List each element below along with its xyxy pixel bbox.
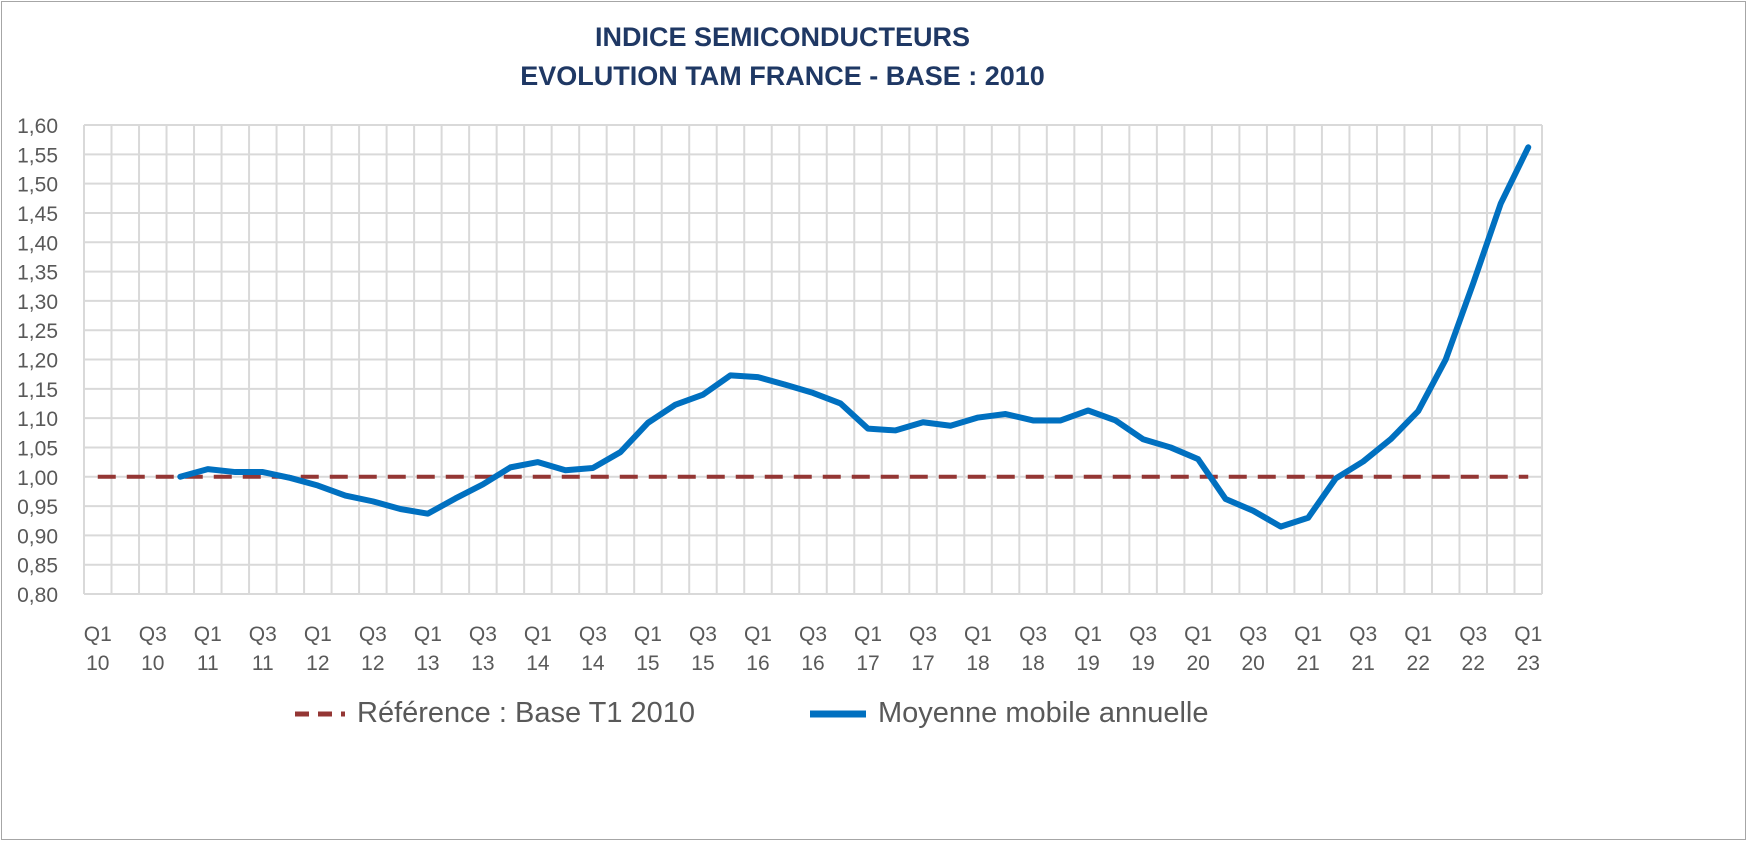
legend-dashed-line-icon <box>295 711 345 716</box>
x-tick-label-quarter: Q1 <box>964 623 992 646</box>
x-tick-label-quarter: Q1 <box>744 623 772 646</box>
y-tick-label: 1,50 <box>17 174 58 197</box>
y-tick-label: 1,25 <box>17 320 58 343</box>
x-tick-label-quarter: Q1 <box>1074 623 1102 646</box>
x-tick-label-year: 14 <box>581 652 605 675</box>
x-tick-label-year: 22 <box>1462 652 1485 675</box>
x-tick-label-quarter: Q3 <box>469 623 497 646</box>
x-tick-label-year: 10 <box>86 652 109 675</box>
x-tick-label-quarter: Q1 <box>634 623 662 646</box>
y-tick-label: 0,85 <box>17 555 58 578</box>
x-tick-label-year: 23 <box>1517 652 1540 675</box>
y-tick-label: 1,35 <box>17 262 58 285</box>
x-tick-label-year: 19 <box>1076 652 1099 675</box>
x-tick-label-quarter: Q1 <box>414 623 442 646</box>
y-tick-label: 1,30 <box>17 291 58 314</box>
x-tick-label-quarter: Q3 <box>1239 623 1267 646</box>
x-tick-label-quarter: Q3 <box>689 623 717 646</box>
x-tick-label-year: 12 <box>306 652 329 675</box>
x-tick-label-year: 18 <box>1021 652 1044 675</box>
y-tick-label: 1,20 <box>17 350 58 373</box>
x-tick-label-year: 15 <box>691 652 714 675</box>
y-tick-label: 1,60 <box>17 115 58 138</box>
x-tick-label-year: 20 <box>1241 652 1264 675</box>
x-tick-label-quarter: Q3 <box>1019 623 1047 646</box>
x-tick-label-quarter: Q3 <box>249 623 277 646</box>
x-tick-label-quarter: Q3 <box>1349 623 1377 646</box>
x-tick-label-year: 13 <box>471 652 494 675</box>
x-tick-label-quarter: Q1 <box>84 623 112 646</box>
legend-item-reference: Référence : Base T1 2010 <box>295 697 695 730</box>
x-tick-label-year: 11 <box>197 652 219 675</box>
legend-item-moving-average: Moyenne mobile annuelle <box>810 697 1209 730</box>
x-tick-label-quarter: Q3 <box>579 623 607 646</box>
x-tick-label-year: 12 <box>361 652 384 675</box>
y-tick-label: 1,00 <box>17 467 58 490</box>
y-tick-label: 1,05 <box>17 437 58 460</box>
legend-label-moving-average: Moyenne mobile annuelle <box>878 697 1209 729</box>
x-tick-label-year: 15 <box>636 652 659 675</box>
x-tick-label-quarter: Q1 <box>194 623 222 646</box>
x-tick-label-year: 16 <box>801 652 824 675</box>
y-tick-label: 0,95 <box>17 496 58 519</box>
x-tick-label-year: 18 <box>966 652 989 675</box>
x-tick-label-quarter: Q1 <box>854 623 882 646</box>
x-tick-label-quarter: Q1 <box>1404 623 1432 646</box>
x-tick-label-quarter: Q3 <box>909 623 937 646</box>
x-tick-label-year: 21 <box>1296 652 1319 675</box>
y-tick-label: 1,45 <box>17 203 58 226</box>
chart-title: INDICE SEMICONDUCTEURS <box>594 22 971 52</box>
x-tick-label-quarter: Q1 <box>304 623 332 646</box>
chart-subtitle: EVOLUTION TAM FRANCE - BASE : 2010 <box>520 61 1045 91</box>
x-tick-label-year: 21 <box>1352 652 1375 675</box>
x-tick-label-year: 16 <box>746 652 769 675</box>
y-tick-label: 1,10 <box>17 408 58 431</box>
x-tick-label-quarter: Q1 <box>524 623 552 646</box>
x-tick-label-year: 17 <box>911 652 934 675</box>
x-tick-label-quarter: Q3 <box>359 623 387 646</box>
y-tick-label: 0,90 <box>17 525 58 548</box>
x-tick-label-year: 17 <box>856 652 879 675</box>
x-tick-label-quarter: Q3 <box>139 623 167 646</box>
y-tick-label: 0,80 <box>17 584 58 607</box>
y-tick-label: 1,40 <box>17 232 58 255</box>
x-tick-label-year: 20 <box>1186 652 1209 675</box>
x-tick-label-quarter: Q3 <box>1459 623 1487 646</box>
x-tick-label-quarter: Q1 <box>1294 623 1322 646</box>
y-tick-label: 1,15 <box>17 379 58 402</box>
x-tick-label-year: 19 <box>1131 652 1154 675</box>
y-tick-label: 1,55 <box>17 144 58 167</box>
series-moving-average-line <box>177 144 1532 530</box>
x-tick-label-quarter: Q1 <box>1184 623 1212 646</box>
x-tick-label-year: 13 <box>416 652 439 675</box>
x-tick-label-quarter: Q3 <box>799 623 827 646</box>
x-tick-label-year: 14 <box>526 652 550 675</box>
legend-label-reference: Référence : Base T1 2010 <box>357 697 696 729</box>
x-tick-label-quarter: Q1 <box>1514 623 1542 646</box>
x-tick-label-quarter: Q3 <box>1129 623 1157 646</box>
x-tick-label-year: 10 <box>141 652 164 675</box>
x-tick-label-year: 22 <box>1407 652 1430 675</box>
x-tick-label-year: 11 <box>252 652 274 675</box>
legend-solid-line-icon <box>810 710 866 717</box>
